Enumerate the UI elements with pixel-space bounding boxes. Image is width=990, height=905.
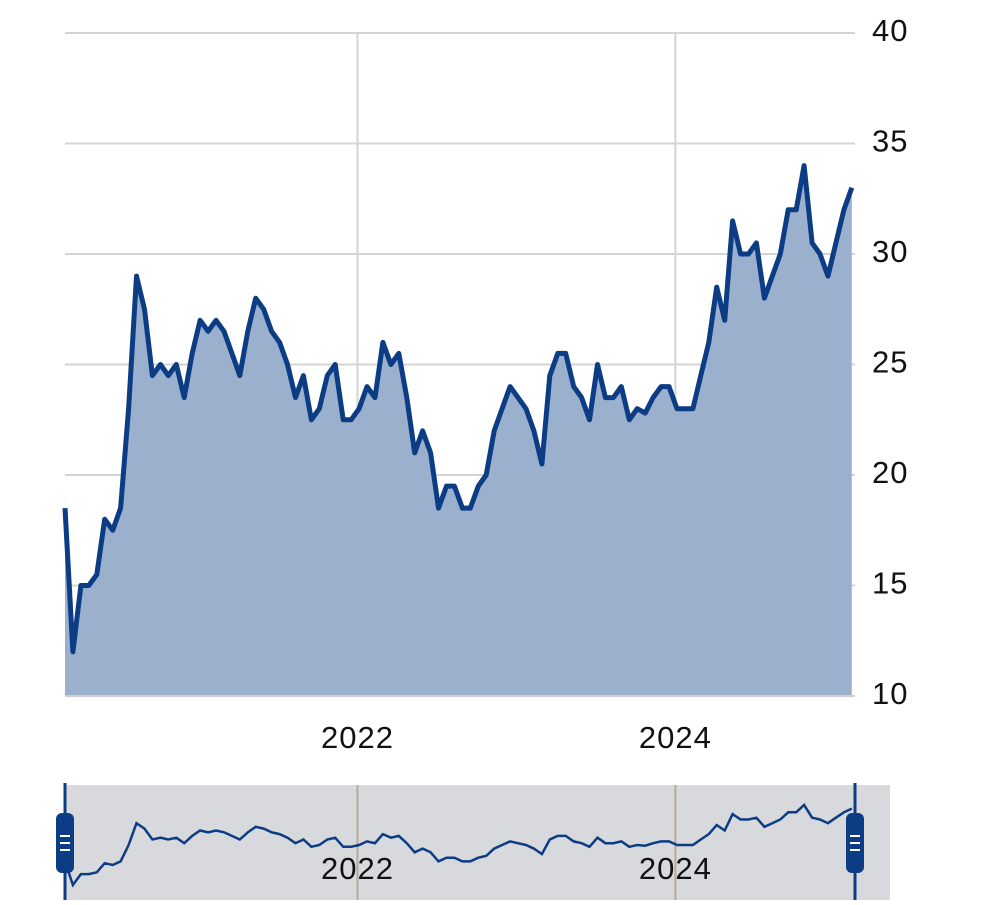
y-tick-label: 25 [872,345,908,380]
x-tick-label: 2024 [639,720,712,755]
navigator-line [63,803,853,888]
line [62,163,855,655]
area [65,165,852,697]
y-tick-label: 20 [872,455,908,490]
y-tick-label: 30 [872,234,908,269]
navigator-tick-label: 2022 [321,851,394,886]
y-tick-label: 10 [872,676,908,711]
y-tick-label: 15 [872,566,908,601]
y-tick-label: 40 [872,13,908,48]
navigator-tick-label: 2024 [639,851,712,886]
y-tick-label: 35 [872,124,908,159]
x-tick-label: 2022 [321,720,394,755]
navigator-background [65,785,890,900]
